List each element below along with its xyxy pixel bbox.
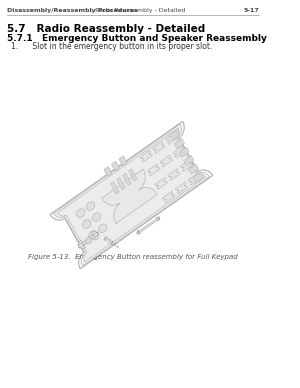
Polygon shape bbox=[54, 124, 209, 266]
Ellipse shape bbox=[86, 202, 95, 210]
Text: 5-17: 5-17 bbox=[244, 8, 259, 13]
Polygon shape bbox=[179, 147, 189, 157]
Polygon shape bbox=[110, 182, 119, 194]
Text: Figure 5-13.  Emergency Button reassembly for Full Keypad: Figure 5-13. Emergency Button reassembly… bbox=[28, 254, 238, 260]
Polygon shape bbox=[188, 173, 201, 185]
Polygon shape bbox=[188, 164, 199, 174]
Polygon shape bbox=[78, 232, 99, 248]
Polygon shape bbox=[160, 155, 173, 167]
Text: : Radio Reassembly - Detailed: : Radio Reassembly - Detailed bbox=[92, 8, 186, 13]
Ellipse shape bbox=[98, 224, 107, 232]
Text: Disassembly/Reassembly Procedures: Disassembly/Reassembly Procedures bbox=[7, 8, 138, 13]
Ellipse shape bbox=[85, 237, 92, 244]
Polygon shape bbox=[169, 130, 180, 140]
Text: 5.7.1   Emergency Button and Speaker Reassembly: 5.7.1 Emergency Button and Speaker Reass… bbox=[7, 34, 267, 43]
Polygon shape bbox=[181, 159, 193, 171]
Polygon shape bbox=[50, 121, 213, 269]
Polygon shape bbox=[117, 177, 125, 190]
Polygon shape bbox=[162, 191, 175, 203]
Polygon shape bbox=[58, 128, 205, 262]
Polygon shape bbox=[165, 132, 178, 144]
Polygon shape bbox=[168, 168, 180, 180]
Polygon shape bbox=[155, 178, 167, 189]
Polygon shape bbox=[136, 217, 160, 234]
Polygon shape bbox=[129, 169, 137, 181]
Ellipse shape bbox=[76, 209, 85, 217]
Polygon shape bbox=[123, 173, 131, 185]
Polygon shape bbox=[111, 161, 120, 171]
Text: TETRA+: TETRA+ bbox=[101, 235, 121, 250]
Text: 1.      Slot in the emergency button in its proper slot.: 1. Slot in the emergency button in its p… bbox=[11, 42, 212, 50]
Ellipse shape bbox=[89, 231, 97, 239]
Polygon shape bbox=[119, 156, 127, 166]
Text: 5.7   Radio Reassembly - Detailed: 5.7 Radio Reassembly - Detailed bbox=[7, 24, 206, 34]
Polygon shape bbox=[104, 166, 112, 177]
Ellipse shape bbox=[82, 220, 91, 229]
Polygon shape bbox=[140, 151, 152, 162]
Polygon shape bbox=[174, 139, 184, 149]
Polygon shape bbox=[153, 141, 165, 153]
Ellipse shape bbox=[92, 213, 101, 222]
Polygon shape bbox=[102, 169, 157, 223]
Polygon shape bbox=[173, 146, 186, 158]
Polygon shape bbox=[184, 155, 194, 166]
Polygon shape bbox=[193, 172, 203, 183]
Polygon shape bbox=[175, 182, 188, 194]
Polygon shape bbox=[147, 164, 160, 176]
